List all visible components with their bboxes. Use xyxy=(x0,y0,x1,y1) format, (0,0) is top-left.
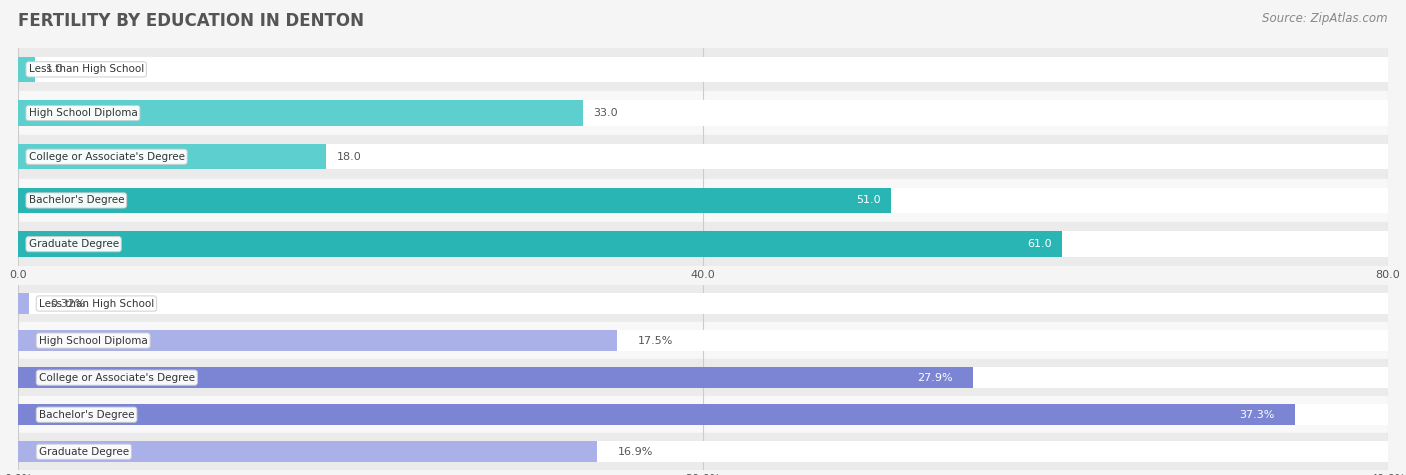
Text: Less than High School: Less than High School xyxy=(39,298,155,309)
Bar xyxy=(18,285,1388,322)
Bar xyxy=(18,231,1063,257)
Text: Source: ZipAtlas.com: Source: ZipAtlas.com xyxy=(1263,12,1388,25)
Bar xyxy=(18,330,617,352)
Bar xyxy=(18,48,1388,91)
Text: 18.0: 18.0 xyxy=(336,152,361,162)
Bar xyxy=(18,57,1388,82)
Text: Graduate Degree: Graduate Degree xyxy=(39,446,129,457)
Text: Bachelor's Degree: Bachelor's Degree xyxy=(39,409,135,420)
Bar xyxy=(18,57,35,82)
Bar xyxy=(18,91,1388,135)
Bar xyxy=(18,441,1388,463)
Text: 27.9%: 27.9% xyxy=(917,372,953,383)
Bar xyxy=(18,433,1388,470)
Text: 37.3%: 37.3% xyxy=(1239,409,1275,420)
Bar xyxy=(18,100,1388,126)
Bar xyxy=(18,231,1388,257)
Text: Less than High School: Less than High School xyxy=(28,64,143,75)
Bar xyxy=(18,293,1388,314)
Text: FERTILITY BY EDUCATION IN DENTON: FERTILITY BY EDUCATION IN DENTON xyxy=(18,12,364,30)
Text: 17.5%: 17.5% xyxy=(638,335,673,346)
Text: 51.0: 51.0 xyxy=(856,195,882,206)
Text: High School Diploma: High School Diploma xyxy=(39,335,148,346)
Text: Bachelor's Degree: Bachelor's Degree xyxy=(28,195,124,206)
Bar xyxy=(18,188,1388,213)
Bar xyxy=(18,359,1388,396)
Text: 61.0: 61.0 xyxy=(1028,239,1052,249)
Text: 1.0: 1.0 xyxy=(45,64,63,75)
Bar xyxy=(18,179,1388,222)
Bar xyxy=(18,404,1388,426)
Bar xyxy=(18,441,598,463)
Text: 33.0: 33.0 xyxy=(593,108,619,118)
Bar xyxy=(18,188,891,213)
Bar xyxy=(18,144,1388,170)
Bar xyxy=(18,367,973,389)
Text: College or Associate's Degree: College or Associate's Degree xyxy=(39,372,195,383)
Bar xyxy=(18,330,1388,352)
Bar xyxy=(18,144,326,170)
Text: High School Diploma: High School Diploma xyxy=(28,108,138,118)
Bar xyxy=(18,396,1388,433)
Text: Graduate Degree: Graduate Degree xyxy=(28,239,118,249)
Bar xyxy=(18,322,1388,359)
Bar xyxy=(18,293,30,314)
Text: 16.9%: 16.9% xyxy=(617,446,652,457)
Bar xyxy=(18,135,1388,179)
Text: College or Associate's Degree: College or Associate's Degree xyxy=(28,152,184,162)
Bar xyxy=(18,404,1295,426)
Bar xyxy=(18,367,1388,389)
Bar xyxy=(18,100,583,126)
Bar xyxy=(18,222,1388,266)
Text: 0.32%: 0.32% xyxy=(49,298,86,309)
